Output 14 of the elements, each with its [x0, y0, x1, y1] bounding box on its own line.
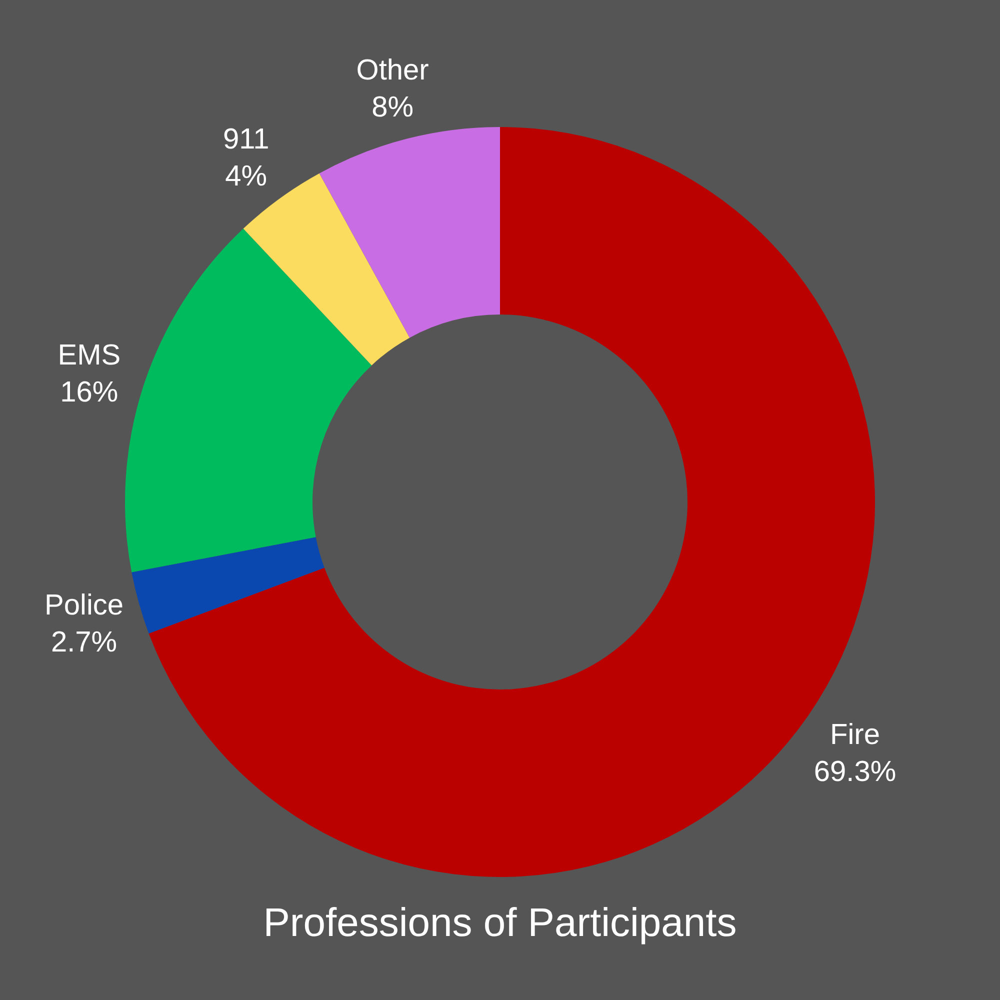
data-label: 4%	[225, 160, 268, 193]
data-label: 8%	[372, 92, 414, 124]
slice-label: Other	[356, 54, 430, 87]
text: Professions of Participants	[263, 901, 737, 945]
data-label: 16%	[60, 376, 118, 409]
data-label: 2.7%	[50, 626, 118, 659]
slice-label: Police	[44, 590, 124, 622]
data-label: 69.3%	[814, 756, 896, 788]
slice-label: 911	[222, 124, 270, 156]
donut-slice	[126, 228, 372, 572]
slice-label: EMS	[58, 340, 121, 372]
donut-slice	[319, 127, 500, 338]
donut-slice	[132, 537, 324, 634]
slice-label: Fire	[830, 719, 880, 752]
